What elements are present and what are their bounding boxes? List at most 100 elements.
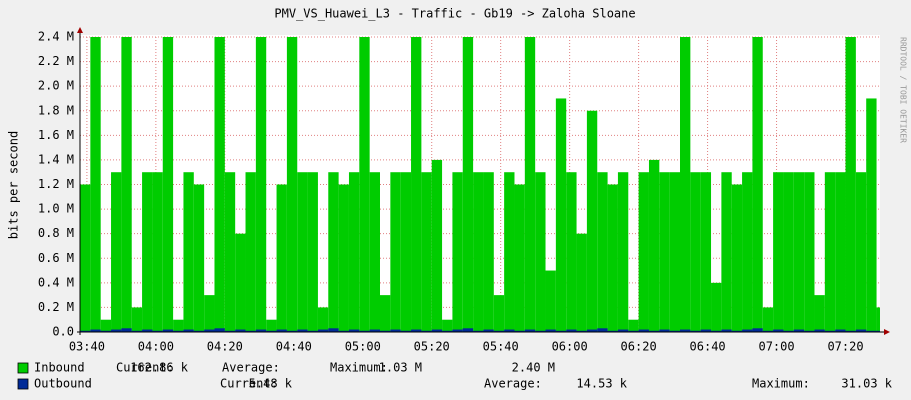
area-segment	[586, 110, 598, 332]
area-segment	[328, 328, 339, 332]
area-segment	[100, 330, 112, 332]
chart-title: PMV_VS_Huawei_L3 - Traffic - Gb19 -> Zal…	[274, 7, 635, 21]
area-segment	[514, 330, 525, 332]
area-segment	[235, 329, 246, 332]
area-segment	[680, 329, 691, 332]
area-segment	[152, 172, 163, 332]
area-segment	[193, 330, 205, 332]
legend-swatch	[17, 362, 29, 374]
area-segment	[266, 319, 277, 332]
area-segment	[659, 329, 670, 332]
area-segment	[411, 329, 422, 332]
area-segment	[162, 37, 174, 332]
y-tick-label: 2.2 M	[38, 54, 74, 68]
area-segment	[680, 37, 691, 332]
legend-swatch	[17, 378, 29, 390]
area-segment	[338, 184, 349, 332]
y-tick-label: 0.4 M	[38, 275, 74, 289]
legend-stat-label: Current:	[116, 361, 174, 375]
area-segment	[162, 329, 174, 332]
area-segment	[866, 98, 877, 332]
area-segment	[473, 330, 484, 332]
legend-stat-label: Current:	[220, 377, 278, 391]
legend-stat-label: Average:	[222, 361, 280, 375]
area-segment	[835, 172, 846, 332]
area-segment	[380, 330, 391, 332]
x-tick-label: 05:00	[345, 340, 381, 354]
area-segment	[338, 330, 349, 332]
area-segment	[876, 330, 880, 332]
area-segment	[876, 307, 880, 332]
area-segment	[152, 330, 163, 332]
area-segment	[555, 98, 567, 332]
area-segment	[80, 330, 91, 332]
area-segment	[276, 329, 287, 332]
legend-stat-value: 2.40 M	[512, 361, 555, 375]
area-segment	[597, 172, 608, 332]
area-segment	[638, 329, 649, 332]
area-segment	[245, 330, 256, 332]
area-segment	[442, 330, 453, 332]
area-segment	[617, 329, 629, 332]
area-segment	[576, 233, 587, 332]
area-segment	[473, 172, 484, 332]
area-segment	[307, 330, 318, 332]
legend-stat-label: Average:	[484, 377, 542, 391]
area-segment	[142, 172, 153, 332]
area-segment	[286, 330, 298, 332]
area-segment	[711, 282, 722, 332]
area-segment	[380, 295, 391, 332]
area-segment	[214, 328, 225, 332]
area-segment	[369, 172, 380, 332]
area-segment	[669, 172, 680, 332]
area-segment	[783, 172, 794, 332]
legend-stat-label: Maximum:	[752, 377, 810, 391]
area-segment	[90, 37, 101, 332]
area-segment	[586, 329, 598, 332]
area-segment	[814, 329, 825, 332]
area-segment	[235, 233, 246, 332]
area-segment	[866, 330, 877, 332]
area-segment	[142, 329, 153, 332]
area-segment	[297, 172, 308, 332]
area-segment	[824, 330, 836, 332]
area-segment	[131, 330, 143, 332]
area-segment	[317, 329, 329, 332]
area-segment	[514, 184, 525, 332]
area-segment	[835, 329, 846, 332]
legend-label: Outbound	[34, 377, 92, 391]
area-segment	[597, 328, 608, 332]
area-segment	[824, 172, 836, 332]
x-tick-label: 05:40	[483, 340, 519, 354]
area-segment	[400, 330, 412, 332]
area-segment	[793, 172, 805, 332]
watermark: RRDTOOL / TOBI OETIKER	[899, 37, 908, 143]
area-segment	[752, 328, 763, 332]
area-segment	[762, 307, 774, 332]
area-segment	[504, 172, 515, 332]
area-segment	[173, 319, 184, 332]
legend-label: Inbound	[34, 361, 85, 375]
area-segment	[121, 328, 132, 332]
area-segment	[390, 329, 401, 332]
area-segment	[111, 329, 122, 332]
area-segment	[348, 172, 360, 332]
area-segment	[855, 329, 867, 332]
area-segment	[804, 172, 815, 332]
area-segment	[524, 329, 536, 332]
area-segment	[214, 37, 225, 332]
area-segment	[669, 330, 680, 332]
area-segment	[628, 319, 639, 332]
area-segment	[773, 172, 784, 332]
area-segment	[742, 329, 753, 332]
area-segment	[431, 159, 443, 332]
legend-stat-value: 5.48 k	[249, 377, 293, 391]
area-segment	[442, 319, 453, 332]
y-tick-label: 2.4 M	[38, 30, 74, 44]
area-segment	[297, 329, 308, 332]
area-segment	[193, 184, 205, 332]
area-segment	[183, 172, 194, 332]
legend-stat-label: Maximum:	[330, 361, 388, 375]
area-segment	[638, 172, 649, 332]
